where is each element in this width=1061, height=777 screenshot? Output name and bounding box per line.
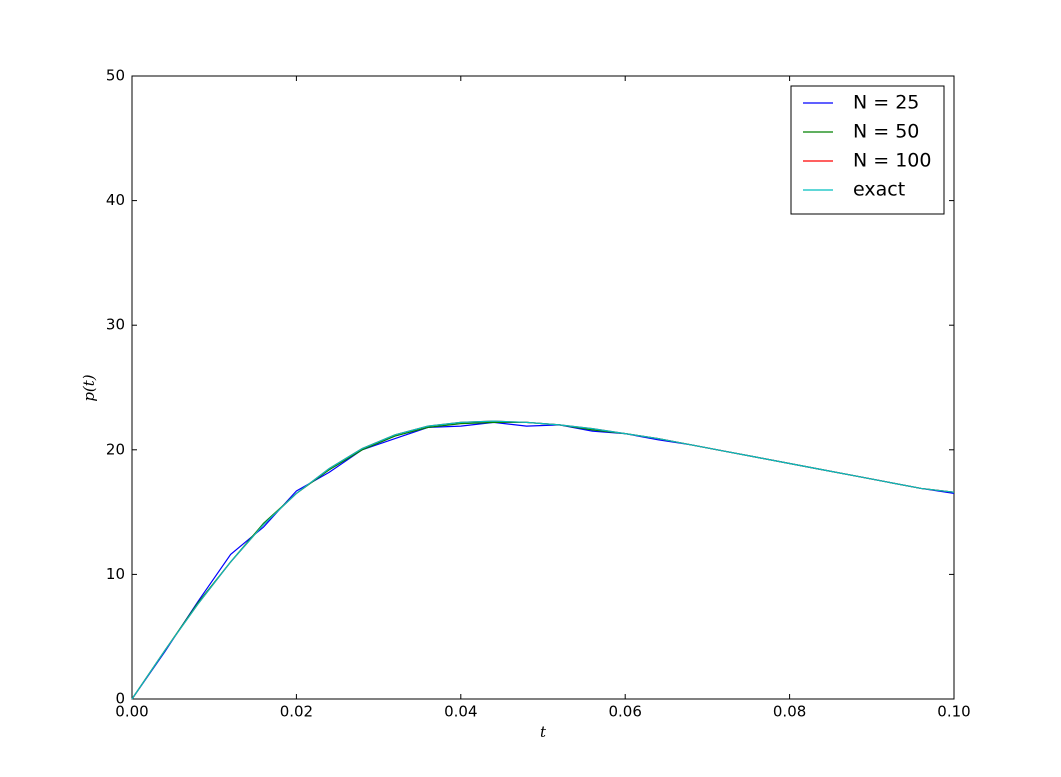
x-tick-label: 0.10 [937, 703, 970, 721]
series-line [131, 420, 955, 700]
series-line [131, 421, 955, 700]
y-tick-label: 0 [115, 690, 125, 708]
x-tick-label: 0.00 [115, 703, 148, 721]
x-axis-label: t [540, 723, 547, 741]
legend-label: N = 100 [853, 150, 931, 172]
y-tick-label: 10 [106, 565, 125, 583]
legend-label: exact [853, 179, 905, 201]
legend-box [790, 85, 945, 215]
legend-label: N = 50 [853, 121, 919, 143]
y-tick-label: 20 [106, 440, 125, 458]
y-tick-label: 30 [106, 316, 125, 334]
x-tick-label: 0.06 [608, 703, 641, 721]
y-axis-label: p(t) [80, 374, 98, 401]
series-line [131, 421, 955, 700]
x-tick-label: 0.04 [444, 703, 477, 721]
y-tick-label: 40 [106, 191, 125, 209]
y-tick-label: 50 [106, 67, 125, 85]
series-line [131, 420, 955, 700]
plot-frame [131, 75, 955, 700]
x-tick-label: 0.08 [773, 703, 806, 721]
x-tick-label: 0.02 [280, 703, 313, 721]
legend-label: N = 25 [853, 92, 919, 114]
